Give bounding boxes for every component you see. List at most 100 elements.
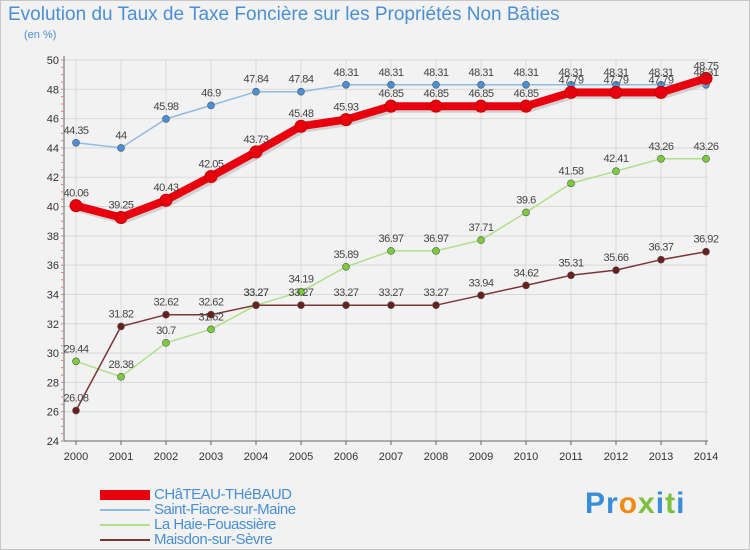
- data-label: 42.41: [603, 153, 628, 165]
- data-label: 48.31: [648, 67, 673, 79]
- data-point: [522, 281, 530, 290]
- legend-swatch: [100, 490, 150, 500]
- data-point: [117, 144, 125, 152]
- y-tick-label: 34: [47, 289, 59, 301]
- data-point: [387, 80, 395, 89]
- data-point: [117, 322, 125, 331]
- data-label: 34.19: [288, 274, 313, 286]
- data-point: [162, 115, 170, 123]
- data-point: [297, 301, 305, 309]
- data-label: 41.58: [558, 165, 583, 177]
- data-label: 36.92: [693, 234, 718, 246]
- data-label: 47.79: [648, 74, 673, 86]
- data-label: 33.27: [243, 287, 268, 299]
- data-label: 46.85: [423, 88, 448, 100]
- data-point: [612, 266, 620, 274]
- data-point: [204, 169, 218, 183]
- legend-label: La Haie-Fouassière: [154, 516, 276, 533]
- data-label: 33.27: [243, 287, 268, 299]
- data-point: [114, 211, 128, 225]
- data-point: [522, 80, 530, 89]
- data-label: 44.35: [63, 125, 88, 137]
- data-label: 31.82: [108, 308, 133, 320]
- data-label: 35.31: [558, 257, 583, 269]
- data-point: [207, 310, 215, 319]
- data-point: [249, 145, 263, 159]
- data-label: 36.37: [648, 242, 673, 254]
- data-point: [477, 291, 485, 300]
- data-point: [699, 71, 713, 85]
- data-label: 48.75: [693, 60, 718, 72]
- data-label: 48.31: [423, 67, 448, 79]
- data-label: 48.31: [693, 67, 718, 79]
- data-label: 29.44: [63, 343, 88, 355]
- data-point: [339, 113, 353, 127]
- data-label: 39.6: [516, 194, 536, 206]
- x-tick-label: 2007: [379, 451, 403, 463]
- data-point: [432, 247, 440, 255]
- data-label: 45.93: [333, 102, 358, 114]
- data-point: [159, 193, 173, 207]
- data-point: [432, 80, 440, 89]
- data-point: [654, 85, 668, 99]
- data-point: [162, 339, 170, 347]
- data-point: [162, 310, 170, 319]
- data-label: 42.05: [198, 158, 223, 170]
- y-tick-label: 46: [47, 114, 59, 126]
- data-point: [567, 179, 575, 188]
- y-tick-label: 50: [47, 55, 59, 67]
- data-point: [72, 138, 80, 147]
- y-tick-label: 40: [47, 202, 59, 214]
- data-label: 33.27: [333, 287, 358, 299]
- data-label: 32.62: [153, 297, 178, 309]
- data-point: [252, 87, 260, 96]
- data-label: 30.7: [156, 325, 176, 337]
- data-label: 34.62: [513, 267, 538, 279]
- data-label: 43.26: [693, 141, 718, 153]
- data-point: [252, 301, 260, 309]
- data-point: [702, 247, 710, 256]
- data-label: 33.27: [423, 287, 448, 299]
- data-label: 47.79: [558, 74, 583, 86]
- data-point: [432, 301, 440, 309]
- y-tick-label: 28: [47, 377, 59, 389]
- data-label: 35.66: [603, 252, 628, 264]
- data-label: 33.27: [378, 287, 403, 299]
- data-point: [657, 255, 665, 264]
- data-point: [207, 325, 215, 334]
- legend-label: CHâTEAU-THéBAUD: [154, 486, 292, 503]
- data-point: [519, 99, 533, 113]
- data-label: 28.38: [108, 359, 133, 371]
- y-tick-label: 48: [47, 84, 59, 96]
- x-tick-label: 2003: [199, 451, 223, 463]
- x-tick-label: 2005: [289, 451, 313, 463]
- data-label: 40.43: [153, 182, 178, 194]
- data-point: [342, 301, 350, 309]
- x-tick-label: 2013: [649, 451, 673, 463]
- data-point: [72, 357, 80, 366]
- data-point: [657, 154, 665, 163]
- data-label: 36.97: [423, 233, 448, 245]
- data-label: 45.98: [153, 101, 178, 113]
- legend-swatch: [100, 539, 150, 541]
- data-label: 33.27: [288, 287, 313, 299]
- data-point: [702, 154, 710, 163]
- data-point: [567, 271, 575, 280]
- data-point: [609, 85, 623, 99]
- data-point: [72, 406, 80, 415]
- data-label: 46.85: [378, 88, 403, 100]
- data-point: [477, 236, 485, 244]
- data-label: 48.31: [468, 67, 493, 79]
- chart-title: Evolution du Taux de Taxe Foncière sur l…: [8, 4, 560, 25]
- data-point: [207, 101, 215, 110]
- data-label: 26.08: [63, 393, 88, 405]
- data-label: 45.48: [288, 108, 313, 120]
- legend-label: Maisdon-sur-Sèvre: [154, 531, 273, 548]
- data-point: [477, 80, 485, 89]
- data-label: 48.31: [513, 67, 538, 79]
- x-tick-label: 2001: [109, 451, 133, 463]
- x-tick-label: 2014: [694, 451, 718, 463]
- y-tick-label: 24: [47, 436, 59, 448]
- data-label: 40.06: [63, 188, 88, 200]
